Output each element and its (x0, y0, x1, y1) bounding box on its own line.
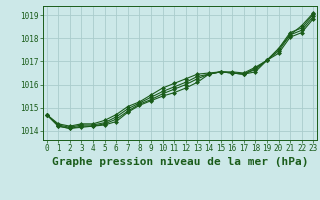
X-axis label: Graphe pression niveau de la mer (hPa): Graphe pression niveau de la mer (hPa) (52, 157, 308, 167)
